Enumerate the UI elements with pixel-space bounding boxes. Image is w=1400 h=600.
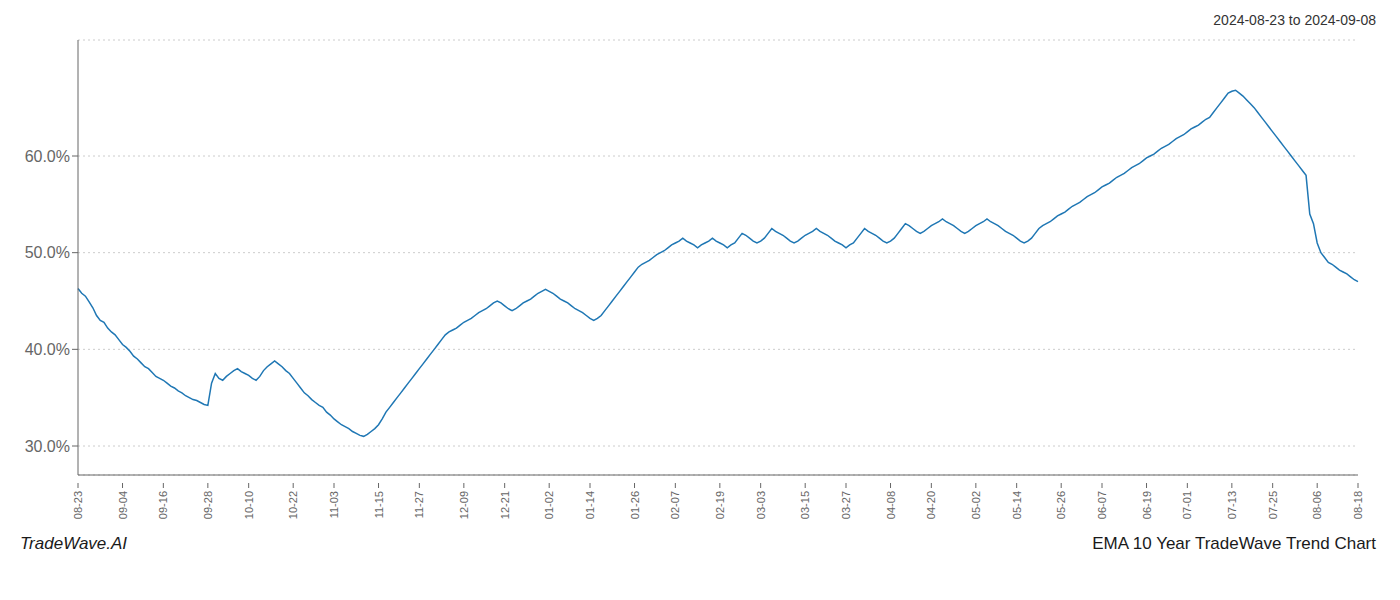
svg-text:05-02: 05-02 — [970, 491, 982, 519]
svg-text:11-27: 11-27 — [413, 491, 425, 518]
svg-text:01-02: 01-02 — [543, 491, 555, 519]
svg-text:08-18: 08-18 — [1352, 491, 1364, 519]
svg-text:04-08: 04-08 — [885, 491, 897, 519]
svg-text:12-09: 12-09 — [458, 491, 470, 519]
svg-text:10-22: 10-22 — [287, 491, 299, 519]
html-text:2024-08-23 to 2024-09-08: 2024-08-23 to 2024-09-08 — [1213, 12, 1376, 28]
svg-text:60.0%: 60.0% — [25, 148, 70, 165]
svg-text:12-21: 12-21 — [499, 491, 511, 519]
svg-text:07-25: 07-25 — [1267, 491, 1279, 519]
svg-text:03-03: 03-03 — [755, 491, 767, 519]
svg-text:03-27: 03-27 — [840, 491, 852, 519]
svg-text:10-10: 10-10 — [243, 491, 255, 519]
svg-text:09-16: 09-16 — [157, 491, 169, 519]
svg-text:05-26: 05-26 — [1055, 491, 1067, 519]
svg-text:05-14: 05-14 — [1011, 491, 1023, 519]
html-text:EMA 10 Year TradeWave Trend Ch: EMA 10 Year TradeWave Trend Chart — [1092, 534, 1376, 553]
svg-text:01-14: 01-14 — [584, 491, 596, 519]
html-text:TradeWave.AI: TradeWave.AI — [20, 534, 128, 553]
svg-text:06-07: 06-07 — [1096, 491, 1108, 519]
svg-text:06-19: 06-19 — [1141, 491, 1153, 519]
svg-text:09-04: 09-04 — [117, 491, 129, 519]
svg-text:02-19: 02-19 — [714, 491, 726, 519]
svg-text:04-20: 04-20 — [925, 491, 937, 519]
svg-text:11-15: 11-15 — [373, 491, 385, 518]
svg-text:07-01: 07-01 — [1181, 491, 1193, 519]
svg-text:30.0%: 30.0% — [25, 438, 70, 455]
svg-text:50.0%: 50.0% — [25, 244, 70, 261]
svg-text:40.0%: 40.0% — [25, 341, 70, 358]
svg-text:02-07: 02-07 — [669, 491, 681, 519]
svg-text:11-03: 11-03 — [328, 491, 340, 518]
svg-text:09-28: 09-28 — [202, 491, 214, 519]
svg-text:08-23: 08-23 — [72, 491, 84, 519]
svg-text:08-06: 08-06 — [1311, 491, 1323, 519]
svg-text:01-26: 01-26 — [629, 491, 641, 519]
svg-text:03-15: 03-15 — [799, 491, 811, 519]
svg-text:07-13: 07-13 — [1226, 491, 1238, 519]
